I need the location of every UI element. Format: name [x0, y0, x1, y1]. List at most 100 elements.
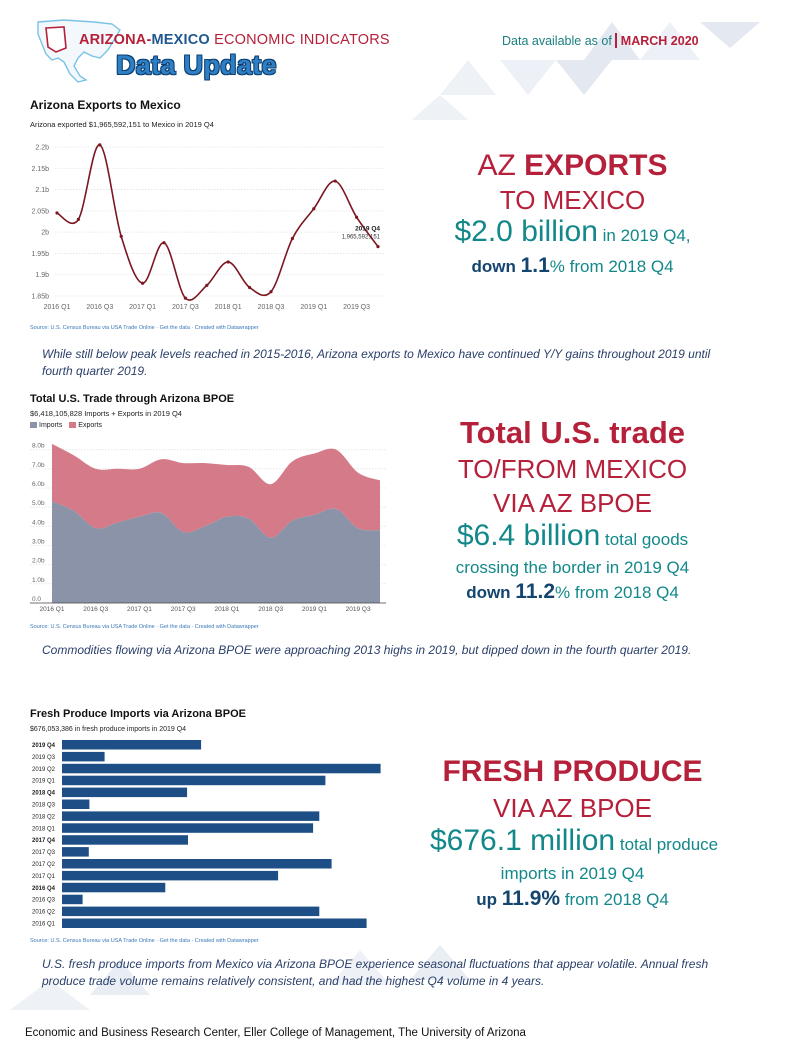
exports-callout-line1: AZ EXPORTS: [430, 148, 715, 184]
exports-line-chart: 2.2b 2.15b 2.1b 2.05b 2b 1.95b 1.9b 1.85b 2016 Q…: [31, 143, 384, 311]
produce-bar: [62, 799, 90, 809]
produce-chart-title: Fresh Produce Imports via Arizona BPOE: [30, 708, 246, 720]
exports-annotation-label: 2019 Q4: [355, 226, 380, 233]
produce-category-label: 2017 Q1: [32, 874, 56, 880]
trade-y-tick-label: 6.0b: [32, 481, 45, 488]
produce-chart-source: Source: U.S. Census Bureau via USA Trade…: [30, 938, 259, 944]
exports-y-tick-label: 2.1b: [35, 187, 49, 194]
exports-data-point: [312, 207, 316, 211]
produce-bar: [62, 775, 326, 786]
exports-chart-source: Source: U.S. Census Bureau via USA Trade…: [30, 325, 259, 331]
exports-callout-change: down 1.1% from 2018 Q4: [430, 253, 715, 280]
exports-chart-subtitle: Arizona exported $1,965,592,151 to Mexic…: [30, 120, 214, 129]
produce-bar: [62, 870, 279, 881]
exports-data-point: [226, 260, 230, 264]
trade-y-tick-label: 5.0b: [32, 500, 45, 507]
produce-category-label: 2019 Q2: [32, 767, 56, 773]
produce-bar: [62, 859, 332, 869]
asof-label: Data available as of: [502, 34, 612, 48]
produce-chart-subtitle: $676,053,386 in fresh produce imports in…: [30, 726, 187, 733]
exports-data-point: [355, 215, 359, 219]
header-title-mexico: MEXICO: [151, 32, 210, 48]
exports-data-point: [376, 245, 380, 249]
trade-y-tick-label: 3.0b: [32, 539, 45, 546]
produce-bar: [62, 835, 188, 845]
produce-category-label: 2018 Q4: [32, 791, 56, 797]
produce-bar: [62, 740, 202, 750]
trade-callout: Total U.S. trade TO/FROM MEXICO VIA AZ B…: [430, 414, 715, 606]
legend-exports-swatch: [69, 422, 77, 429]
exports-chart-title: Arizona Exports to Mexico: [30, 98, 181, 112]
produce-bar: [62, 787, 188, 798]
trade-x-tick-label: 2019 Q1: [302, 606, 327, 613]
produce-bar: [62, 847, 89, 857]
trade-y-tick-label: 4.0b: [32, 519, 45, 526]
trade-callout-line2: TO/FROM MEXICO: [457, 454, 688, 484]
exports-data-point: [98, 143, 102, 147]
produce-category-label: 2017 Q2: [32, 862, 56, 868]
trade-x-tick-label: 2018 Q1: [214, 606, 239, 613]
produce-callout-amount-suffix: total produce: [615, 835, 719, 854]
header-title: ARIZONA-MEXICO ECONOMIC INDICATORS: [79, 32, 390, 48]
produce-category-label: 2019 Q4: [32, 743, 56, 749]
produce-callout-change-word: up: [476, 890, 502, 909]
trade-x-tick-label: 2019 Q3: [346, 606, 371, 613]
trade-callout-change-word: down: [466, 583, 516, 602]
exports-y-tick-label: 2b: [41, 230, 49, 237]
produce-bar: [62, 918, 367, 928]
produce-callout-amount: $676.1 million: [430, 824, 616, 857]
exports-data-point: [248, 285, 252, 290]
exports-data-point: [162, 241, 166, 245]
exports-y-tick-label: 1.85b: [31, 294, 49, 301]
exports-series-line: [56, 144, 379, 301]
exports-callout-line2: TO MEXICO: [499, 185, 646, 215]
trade-callout-amount-line: $6.4 billion total goods: [430, 520, 715, 557]
produce-callout-change: up 11.9% from 2018 Q4: [430, 886, 715, 913]
produce-bar: [62, 894, 83, 905]
produce-category-label: 2019 Q1: [32, 779, 56, 785]
header-title-indicators: ECONOMIC INDICATORS: [209, 32, 390, 48]
exports-callout-az: AZ: [477, 149, 525, 182]
exports-data-point: [290, 236, 294, 241]
exports-callout-change-num: 1.1: [520, 254, 550, 277]
exports-data-point: [55, 211, 59, 215]
produce-category-label: 2016 Q4: [32, 886, 56, 892]
exports-y-tick-label: 1.95b: [31, 251, 49, 258]
trade-y-tick-label: 0.0: [32, 596, 41, 603]
us-mexico-map-icon: [37, 19, 121, 83]
produce-bar: [62, 882, 166, 893]
data-as-of: Data available as of MARCH 2020: [502, 33, 699, 48]
produce-bar: [62, 751, 105, 762]
trade-chart-source: Source: U.S. Census Bureau via USA Trade…: [30, 624, 259, 630]
trade-callout-amount: $6.4 billion: [456, 519, 601, 552]
produce-category-label: 2016 Q1: [32, 922, 56, 928]
exports-callout-amount-suffix: in 2019 Q4,: [597, 226, 691, 245]
produce-callout-line2: VIA AZ BPOE: [493, 793, 652, 823]
asof-divider: [614, 33, 617, 48]
trade-legend: Imports Exports: [30, 422, 102, 429]
exports-callout-amount: $2.0 billion: [454, 215, 598, 248]
legend-exports-label: Exports: [78, 422, 103, 429]
exports-x-tick-label: 2017 Q1: [129, 304, 156, 311]
produce-bar: [62, 906, 320, 917]
produce-bar: [62, 763, 381, 774]
trade-x-tick-label: 2017 Q1: [127, 606, 152, 613]
exports-callout-change-word: down: [471, 257, 521, 276]
exports-x-tick-label: 2018 Q3: [258, 304, 285, 311]
trade-imports-area: [52, 501, 380, 603]
legend-imports-swatch: [30, 422, 37, 429]
produce-callout-line1: FRESH PRODUCE: [442, 755, 703, 788]
exports-y-tick-label: 2.15b: [31, 166, 49, 173]
exports-callout-change-suffix: % from 2018 Q4: [549, 257, 674, 276]
produce-category-label: 2019 Q3: [32, 755, 56, 761]
exports-y-tick-label: 2.2b: [35, 145, 49, 152]
header-subtitle: Data Update: [116, 50, 277, 80]
exports-annotation-value: 1,965,592,151: [342, 235, 381, 241]
exports-x-tick-label: 2016 Q1: [44, 304, 71, 311]
exports-x-tick-label: 2019 Q3: [343, 304, 370, 311]
produce-callout: FRESH PRODUCE VIA AZ BPOE $676.1 million…: [430, 753, 719, 913]
footer: Economic and Business Research Center, E…: [25, 1027, 526, 1039]
produce-bar-chart: 2019 Q4 2019 Q3 2019 Q2 2019 Q1 2018 Q4 2018 …: [32, 740, 381, 928]
trade-callout-change: down 11.2% from 2018 Q4: [430, 579, 715, 606]
